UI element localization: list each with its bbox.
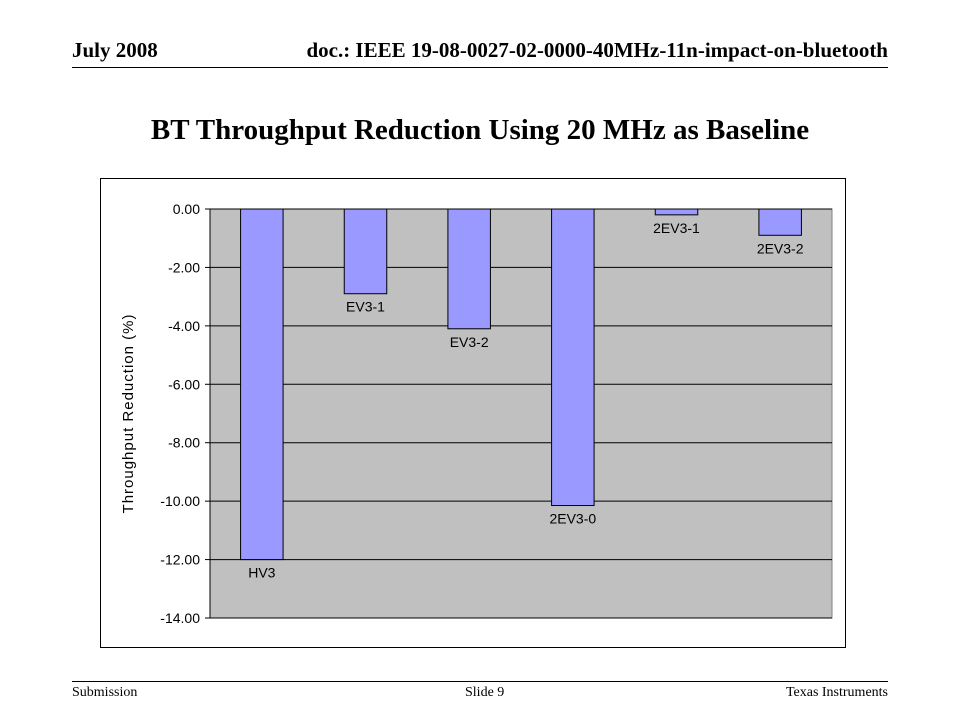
y-axis-title: Throughput Reduction (%)	[120, 314, 137, 514]
footer-rule	[72, 681, 888, 682]
y-tick-label: -14.00	[160, 610, 200, 626]
bar-2EV3-2	[758, 208, 802, 236]
slide-title: BT Throughput Reduction Using 20 MHz as …	[150, 114, 810, 146]
category-label: 2EV3-1	[653, 220, 700, 236]
category-label: EV3-2	[450, 334, 489, 350]
y-tick-label: 0.00	[173, 201, 200, 217]
footer-slide-number: Slide 9	[465, 685, 505, 700]
y-tick-label: -10.00	[160, 493, 200, 509]
category-label: HV3	[248, 565, 275, 581]
footer-submission: Submission	[72, 685, 138, 700]
header-date: July 2008	[72, 38, 158, 62]
bar-chart: 0.00 -2.00 -4.00 -6.00 -8.00 -10.00 -12.00 -14.…	[120, 201, 833, 626]
bar-HV3	[240, 208, 284, 561]
bar-EV3-1	[343, 208, 388, 295]
header-doc-id: doc.: IEEE 19-08-0027-02-0000-40MHz-11n-…	[306, 38, 888, 62]
bar-2EV3-0	[551, 208, 595, 507]
footer-organization: Texas Instruments	[785, 685, 888, 700]
y-tick-label: -8.00	[168, 435, 200, 451]
category-label: 2EV3-0	[549, 511, 596, 527]
bar-EV3-2	[447, 208, 491, 330]
bar-2EV3-1	[654, 208, 699, 216]
y-tick-label: -2.00	[168, 259, 200, 275]
y-tick-label: -4.00	[168, 318, 200, 334]
chart-frame: 0.00 -2.00 -4.00 -6.00 -8.00 -10.00 -12.00 -14.…	[100, 178, 846, 648]
header-rule	[72, 67, 888, 68]
y-tick-label: -6.00	[168, 376, 200, 392]
category-label: 2EV3-2	[757, 240, 804, 256]
plot-area	[209, 208, 833, 619]
category-label: EV3-1	[346, 299, 385, 315]
y-tick-label: -12.00	[160, 552, 200, 568]
